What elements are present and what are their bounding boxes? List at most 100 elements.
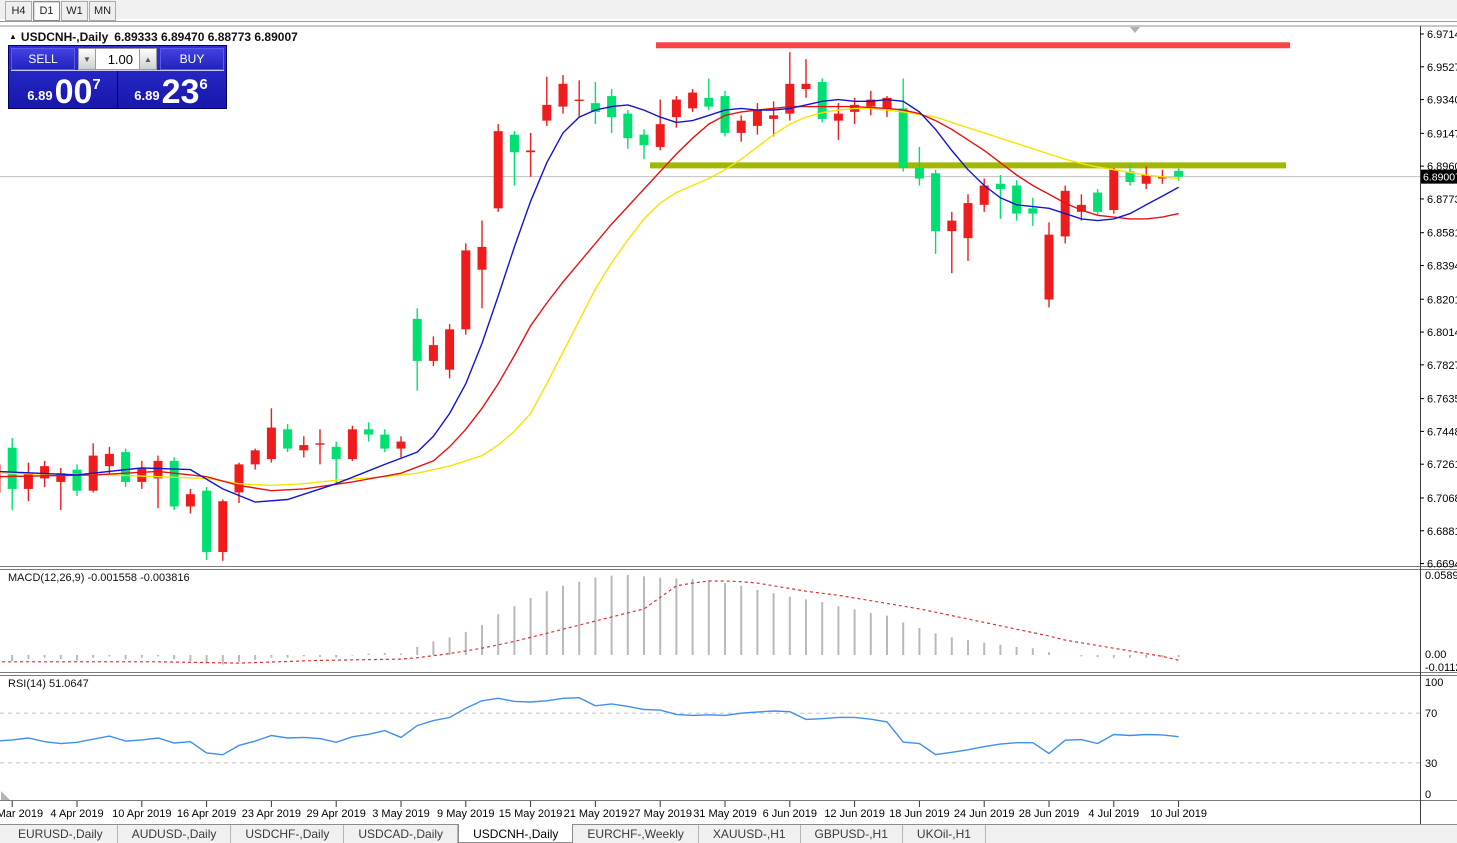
candle-body [169, 460, 179, 507]
candle-body [1076, 204, 1086, 212]
candle-body [866, 99, 876, 107]
candle-body [1093, 192, 1103, 212]
candle-body [704, 97, 714, 107]
candle-body [509, 134, 519, 153]
timeframe-button-w1[interactable]: W1 [61, 0, 88, 21]
candle-body [7, 447, 17, 489]
macd-panel[interactable] [0, 574, 1180, 665]
timeframe-button-h4[interactable]: H4 [5, 0, 32, 21]
svg-text:3 May 2019: 3 May 2019 [372, 808, 429, 820]
candle-body [23, 473, 33, 489]
chart-tab-audusd-daily[interactable]: AUDUSD-,Daily [118, 825, 232, 843]
collapse-triangle-icon[interactable]: ▲ [9, 32, 17, 41]
chart-tab-eurusd-daily[interactable]: EURUSD-,Daily [4, 825, 118, 843]
candle-body [931, 173, 941, 232]
buy-button[interactable]: BUY [160, 48, 224, 70]
candle-body [137, 467, 147, 482]
svg-text:29 Mar 2019: 29 Mar 2019 [0, 808, 43, 820]
svg-text:-0.01127: -0.01127 [1425, 662, 1457, 674]
current-price-tag [1421, 169, 1457, 184]
svg-text:29 Apr 2019: 29 Apr 2019 [307, 808, 366, 820]
macd-signal-line [0, 580, 1179, 664]
svg-text:6.83940: 6.83940 [1427, 261, 1457, 273]
candle-body [801, 83, 811, 90]
svg-text:0.00: 0.00 [1425, 649, 1446, 661]
svg-text:6.80145: 6.80145 [1427, 327, 1457, 339]
panel-resize-grip-icon[interactable] [1, 791, 10, 800]
svg-text:100: 100 [1425, 677, 1443, 689]
candle-body [623, 113, 633, 139]
price-axis[interactable]: 6.971406.952706.934006.914756.896056.877… [1420, 29, 1457, 571]
volume-decrease-button[interactable]: ▼ [78, 48, 96, 70]
svg-text:6.95270: 6.95270 [1427, 62, 1457, 74]
sell-button[interactable]: SELL [11, 48, 75, 70]
sell-price-button[interactable]: 6.89 00 7 [11, 71, 118, 109]
candle-body [104, 453, 114, 467]
sell-price-big-digits: 00 [54, 73, 93, 111]
chart-tab-usdchf-daily[interactable]: USDCHF-,Daily [231, 825, 345, 843]
candle-body [250, 450, 260, 465]
buy-price-button[interactable]: 6.89 23 6 [118, 71, 224, 109]
svg-text:6.78275: 6.78275 [1427, 360, 1457, 372]
candle-body [752, 110, 762, 126]
chart-tab-xauusd-h1[interactable]: XAUUSD-,H1 [699, 825, 801, 843]
candle-body [1028, 208, 1038, 214]
date-axis[interactable]: 29 Mar 2019 4 Apr 2019 10 Apr 2019 16 Apr 2… [0, 801, 1207, 820]
candle-body [40, 466, 50, 479]
chart-shift-marker-icon[interactable] [1130, 27, 1140, 33]
chart-ohlc-values: 6.89333 6.89470 6.88773 6.89007 [114, 30, 298, 44]
candle-body [736, 120, 746, 133]
timeframe-button-mn[interactable]: MN [89, 0, 116, 21]
chart-tab-ukoil-h1[interactable]: UKOil-,H1 [903, 825, 986, 843]
svg-text:6.85810: 6.85810 [1427, 228, 1457, 240]
candle-body [769, 115, 779, 119]
ma-fast-line [0, 98, 1179, 503]
sell-price-prefix: 6.89 [27, 88, 53, 103]
candle-body [574, 99, 584, 101]
svg-text:18 Jun 2019: 18 Jun 2019 [889, 808, 950, 820]
chart-tab-gbpusd-h1[interactable]: GBPUSD-,H1 [801, 825, 903, 843]
svg-text:6.91475: 6.91475 [1427, 128, 1457, 140]
volume-stepper: ▼ 1.00 ▲ [78, 48, 157, 70]
candle-body [380, 434, 390, 449]
candle-body [785, 83, 795, 114]
volume-input[interactable]: 1.00 [96, 48, 139, 70]
one-click-trading-panel: SELL ▼ 1.00 ▲ BUY 6.89 00 7 6.89 23 6 [8, 45, 227, 109]
candle-body [347, 429, 357, 460]
candle-body [396, 441, 406, 449]
candle-body [720, 96, 730, 133]
candle-body [315, 443, 325, 445]
chart-tab-eurchf-weekly[interactable]: EURCHF-,Weekly [573, 825, 699, 843]
candle-body [185, 494, 195, 507]
candle-body [963, 203, 973, 239]
svg-text:6.74480: 6.74480 [1427, 426, 1457, 438]
candle-body [202, 490, 212, 553]
svg-text:70: 70 [1425, 708, 1437, 720]
svg-text:24 Jun 2019: 24 Jun 2019 [954, 808, 1015, 820]
rsi-panel[interactable] [0, 696, 1420, 764]
ma-slow-line [0, 107, 1179, 487]
candle-body [947, 220, 957, 232]
svg-text:6.82015: 6.82015 [1427, 294, 1457, 306]
svg-text:31 May 2019: 31 May 2019 [693, 808, 757, 820]
chart-tab-bar: EURUSD-,Daily AUDUSD-,Daily USDCHF-,Daily U… [0, 824, 1457, 843]
buy-price-pip: 6 [199, 76, 208, 93]
volume-increase-button[interactable]: ▲ [139, 48, 157, 70]
svg-text:6.89007: 6.89007 [1423, 172, 1457, 184]
chart-tab-usdcnh-daily[interactable]: USDCNH-,Daily [458, 824, 574, 843]
ma-mid-line [0, 105, 1179, 492]
svg-text:10 Apr 2019: 10 Apr 2019 [112, 808, 171, 820]
svg-text:6 Jun 2019: 6 Jun 2019 [763, 808, 817, 820]
candle-body [218, 501, 228, 553]
chart-tab-usdcad-daily[interactable]: USDCAD-,Daily [344, 825, 459, 843]
rsi-indicator-label: RSI(14) 51.0647 [8, 678, 89, 690]
candle-body [153, 460, 163, 479]
main-price-panel[interactable] [0, 42, 1420, 561]
svg-text:23 Apr 2019: 23 Apr 2019 [242, 808, 301, 820]
candle-body [833, 113, 843, 121]
candle-body [979, 185, 989, 205]
timeframe-button-d1[interactable]: D1 [33, 0, 60, 21]
chart-title: ▲ USDCNH-,Daily 6.89333 6.89470 6.88773 6.… [9, 30, 298, 44]
svg-text:27 May 2019: 27 May 2019 [628, 808, 692, 820]
